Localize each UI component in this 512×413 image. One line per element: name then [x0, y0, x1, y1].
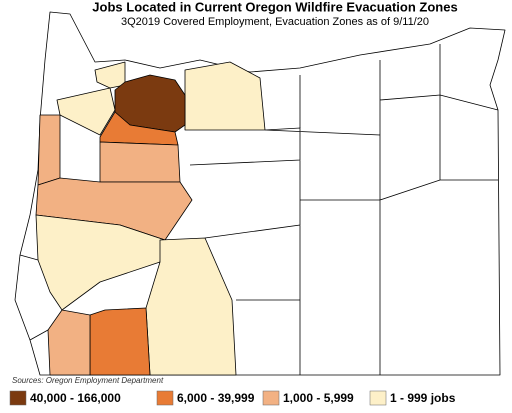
map-subtitle: 3Q2019 Covered Employment, Evacuation Zo… [121, 16, 429, 28]
legend-label: 1 - 999 jobs [390, 391, 456, 405]
county [94, 61, 126, 89]
county [37, 114, 61, 186]
legend-swatch [262, 390, 280, 406]
legend-swatch [156, 390, 174, 406]
legend-label: 1,000 - 5,999 [283, 391, 354, 405]
legend-swatch [369, 390, 387, 406]
map-title: Jobs Located in Current Oregon Wildfire … [92, 0, 457, 14]
county [47, 309, 91, 376]
legend-swatch [9, 390, 27, 406]
legend-label: 6,000 - 39,999 [177, 391, 255, 405]
legend: 40,000 - 166,000 6,000 - 39,999 1,000 - 5,… [9, 390, 456, 406]
county [145, 237, 237, 376]
county [35, 214, 166, 311]
source-note: Sources: Oregon Employment Department [12, 376, 164, 385]
county-lines [19, 44, 499, 375]
legend-label: 40,000 - 166,000 [30, 391, 121, 405]
oregon-map [14, 11, 506, 376]
county [89, 307, 151, 376]
county [56, 87, 116, 136]
county [99, 141, 181, 183]
